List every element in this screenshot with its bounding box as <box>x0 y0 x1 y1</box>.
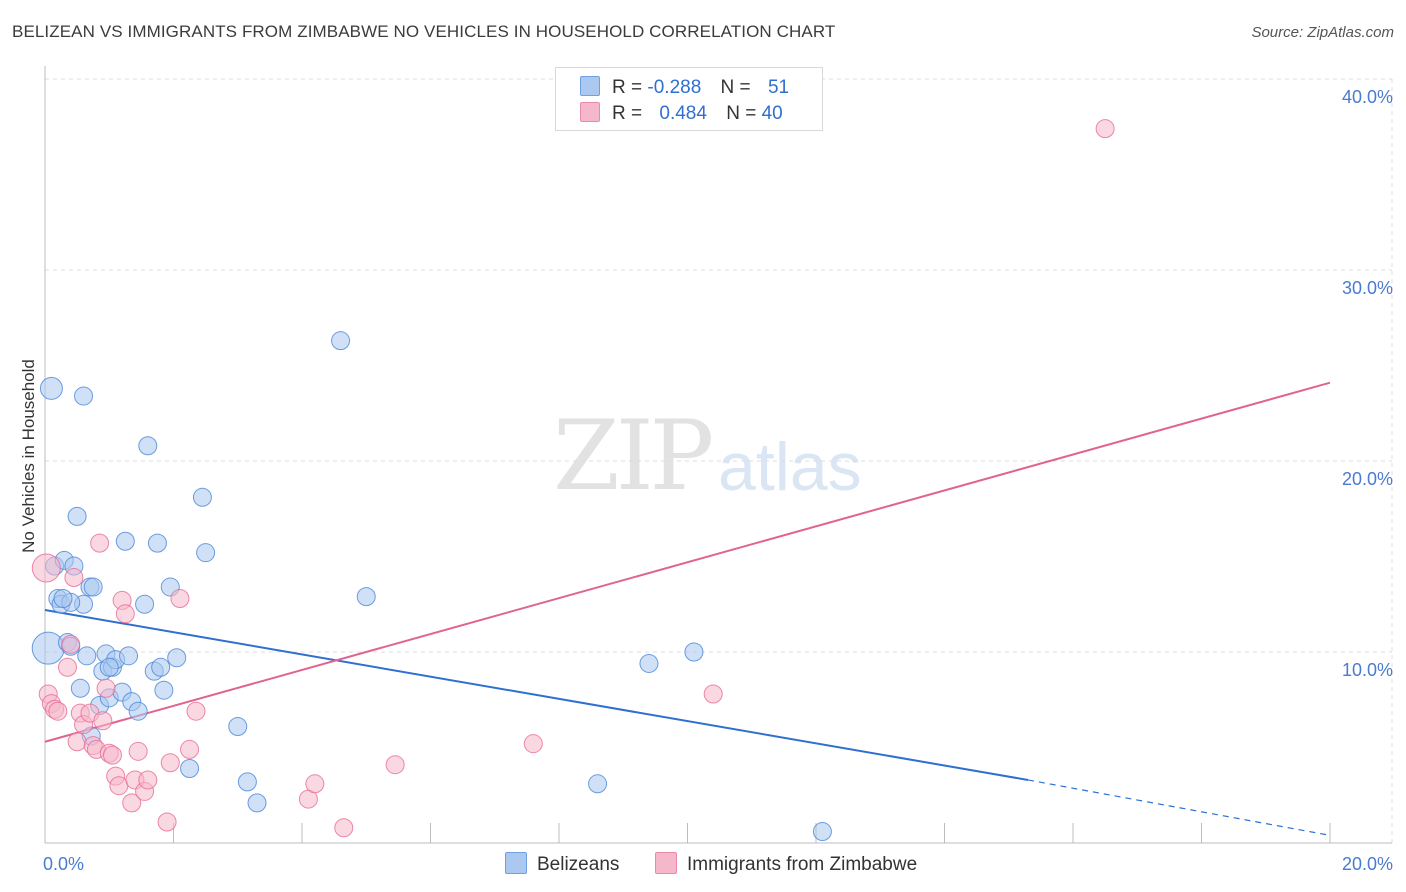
legend-item-zimbabwe: Immigrants from Zimbabwe <box>655 852 917 876</box>
point-belizeans <box>135 594 155 614</box>
legend-n-value: 40 <box>761 103 783 124</box>
legend-swatch-zimbabwe <box>580 102 600 122</box>
point-zimbabwe <box>334 818 354 838</box>
point-zimbabwe <box>170 589 190 609</box>
chart-title: BELIZEAN VS IMMIGRANTS FROM ZIMBABWE NO … <box>12 22 836 41</box>
legend-label-belizeans: Belizeans <box>537 854 620 875</box>
point-belizeans <box>639 653 659 673</box>
legend-swatch-belizeans <box>580 76 600 96</box>
point-zimbabwe <box>122 793 142 813</box>
point-belizeans <box>99 657 119 677</box>
point-belizeans <box>115 531 135 551</box>
point-belizeans <box>151 657 171 677</box>
trend-lines <box>44 381 1331 836</box>
point-belizeans <box>228 716 248 736</box>
point-belizeans <box>39 376 63 400</box>
point-belizeans <box>147 533 167 553</box>
point-belizeans <box>331 331 351 351</box>
point-zimbabwe <box>138 770 158 790</box>
trend-line-zimbabwe <box>44 381 1331 743</box>
point-belizeans <box>138 436 158 456</box>
legend-n-label: N = <box>726 103 757 124</box>
point-zimbabwe <box>186 701 206 721</box>
point-zimbabwe <box>305 774 325 794</box>
point-belizeans <box>247 793 267 813</box>
legend-n-label: N = <box>720 77 751 98</box>
point-belizeans <box>167 648 187 668</box>
legend-item-belizeans: Belizeans <box>505 852 619 876</box>
point-belizeans <box>154 680 174 700</box>
point-zimbabwe <box>48 701 68 721</box>
legend-n-value: 51 <box>767 77 790 98</box>
point-belizeans <box>77 646 97 666</box>
point-belizeans <box>237 772 257 792</box>
point-belizeans <box>356 587 376 607</box>
point-zimbabwe <box>160 753 180 773</box>
legend-r-value: -0.288 <box>647 77 702 98</box>
point-belizeans <box>74 386 94 406</box>
point-zimbabwe <box>523 734 543 754</box>
point-zimbabwe <box>96 678 116 698</box>
point-zimbabwe <box>57 657 77 677</box>
point-zimbabwe <box>128 741 148 761</box>
point-zimbabwe <box>31 553 61 583</box>
y-tick-label: 20.0% <box>1342 469 1393 489</box>
trend-line-belizeans-extension <box>1027 779 1331 836</box>
point-belizeans <box>128 701 148 721</box>
point-belizeans <box>53 589 73 609</box>
x-tick-label: 20.0% <box>1342 854 1393 874</box>
correlation-legend: R = -0.288 N = 51 R = 0.484 N = 40 <box>555 67 823 131</box>
point-zimbabwe <box>703 684 723 704</box>
point-zimbabwe <box>157 812 177 832</box>
point-belizeans <box>67 506 87 526</box>
point-zimbabwe <box>90 533 110 553</box>
point-belizeans <box>196 543 216 563</box>
data-points <box>31 119 1115 842</box>
point-zimbabwe <box>67 732 87 752</box>
point-belizeans <box>180 759 200 779</box>
series-legend: Belizeans Immigrants from Zimbabwe <box>0 852 1406 878</box>
point-zimbabwe <box>93 711 113 731</box>
tick-labels: 10.0% 20.0% 30.0% 40.0% 0.0% 20.0% <box>43 87 1393 874</box>
point-belizeans <box>119 646 139 666</box>
watermark-atlas: atlas <box>718 429 862 505</box>
point-belizeans <box>588 774 608 794</box>
chart-source: Source: ZipAtlas.com <box>1251 24 1394 41</box>
watermark-zip: ZIP <box>553 400 714 512</box>
point-zimbabwe <box>1095 119 1115 139</box>
point-zimbabwe <box>61 634 81 654</box>
trend-line-belizeans <box>44 608 1029 781</box>
legend-r-label: R = <box>612 103 643 124</box>
legend-r-label: R = <box>612 77 643 98</box>
point-belizeans <box>31 631 65 665</box>
legend-row-belizeans: R = -0.288 N = 51 <box>580 76 789 100</box>
point-belizeans <box>684 642 704 662</box>
legend-row-zimbabwe: R = 0.484 N = 40 <box>580 102 783 126</box>
legend-swatch-belizeans <box>505 852 527 874</box>
y-tick-label: 30.0% <box>1342 278 1393 298</box>
legend-swatch-zimbabwe <box>655 852 677 874</box>
legend-label-zimbabwe: Immigrants from Zimbabwe <box>687 854 918 875</box>
point-zimbabwe <box>109 776 129 796</box>
y-tick-label: 40.0% <box>1342 87 1393 107</box>
point-zimbabwe <box>385 755 405 775</box>
point-zimbabwe <box>115 604 135 624</box>
point-belizeans <box>70 678 90 698</box>
point-zimbabwe <box>64 568 84 588</box>
point-belizeans <box>192 487 212 507</box>
x-tick-label: 0.0% <box>43 854 84 874</box>
point-belizeans <box>83 577 103 597</box>
legend-r-value: 0.484 <box>659 103 707 124</box>
point-zimbabwe <box>102 745 122 765</box>
y-axis-label: No Vehicles in Household <box>19 359 38 553</box>
y-tick-label: 10.0% <box>1342 660 1393 680</box>
point-belizeans <box>812 822 832 842</box>
point-zimbabwe <box>180 739 200 759</box>
